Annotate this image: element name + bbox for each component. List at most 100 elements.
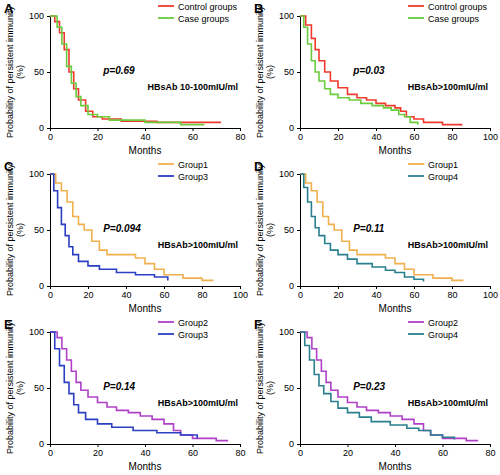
- legend-label: Case groups: [178, 14, 230, 24]
- x-tick: 20: [343, 444, 353, 458]
- x-axis: 0 20 40 60 80: [298, 444, 496, 458]
- panel-title: A: [4, 1, 14, 16]
- y-axis: 0 50 100: [279, 11, 301, 133]
- y-tick: 50: [284, 225, 300, 235]
- legend-swatch: [408, 163, 424, 165]
- survival-line: [300, 16, 418, 125]
- x-axis-title: Months: [129, 303, 162, 314]
- x-tick-label: 60: [188, 448, 198, 458]
- y-tick-label: 0: [289, 123, 294, 133]
- x-tick: 20: [333, 128, 343, 142]
- x-tick-label: 100: [483, 132, 498, 142]
- y-tick: 50: [284, 67, 300, 77]
- y-axis-title: Probability of persistent immunity(%): [255, 5, 275, 138]
- y-tick-label: 100: [279, 11, 294, 21]
- legend-label: Group4: [428, 172, 458, 182]
- x-tick: 100: [233, 286, 248, 300]
- x-tick: 20: [83, 286, 93, 300]
- y-axis-title: Probability of persistent immunity(%): [5, 5, 25, 138]
- x-tick-mark: [452, 128, 453, 131]
- x-tick: 100: [483, 286, 498, 300]
- x-axis-line: [301, 129, 491, 132]
- y-tick-label: 100: [279, 327, 294, 337]
- x-tick: 0: [48, 128, 53, 142]
- y-tick-mark: [47, 128, 50, 129]
- panel-title: D: [254, 159, 263, 174]
- y-axis-line: [297, 333, 301, 445]
- annotation: P=0.094: [103, 223, 141, 234]
- y-tick-label: 50: [34, 67, 44, 77]
- x-tick: 80: [197, 286, 207, 300]
- legend: Group1 Group4: [408, 160, 458, 182]
- x-tick-label: 20: [93, 132, 103, 142]
- y-tick: 0: [289, 439, 300, 449]
- y-axis-title: Probability of persistent immunity(%): [255, 321, 275, 454]
- y-tick-label: 0: [289, 281, 294, 291]
- y-tick-label: 50: [284, 67, 294, 77]
- y-tick-mark: [47, 388, 50, 389]
- y-tick: 100: [279, 169, 300, 179]
- x-tick-label: 0: [298, 448, 303, 458]
- panel: 020406080050100MonthsProbability of pers…: [4, 1, 246, 156]
- x-tick: 80: [485, 444, 495, 458]
- y-axis-title: Probability of persistent immunity(%): [255, 163, 275, 296]
- x-tick-mark: [164, 286, 165, 289]
- y-axis-line: [297, 17, 301, 129]
- legend-swatch: [158, 321, 174, 323]
- x-tick: 20: [93, 444, 103, 458]
- x-tick-mark: [240, 444, 241, 447]
- plot-area: [50, 332, 228, 441]
- x-tick-label: 0: [48, 290, 53, 300]
- x-tick: 20: [93, 128, 103, 142]
- x-tick-label: 0: [298, 290, 303, 300]
- x-axis-line: [51, 129, 241, 132]
- y-tick: 0: [39, 281, 50, 291]
- x-axis: 020406080100: [298, 128, 498, 142]
- y-tick-label: 50: [34, 225, 44, 235]
- legend-swatch: [158, 163, 174, 165]
- y-tick-label: 100: [29, 327, 44, 337]
- survival-line: [50, 332, 228, 441]
- x-tick-label: 40: [371, 132, 381, 142]
- y-tick-mark: [297, 72, 300, 73]
- x-tick-mark: [490, 286, 491, 289]
- y-tick-mark: [297, 16, 300, 17]
- x-tick-mark: [414, 128, 415, 131]
- legend-label: Control groups: [178, 2, 238, 12]
- x-tick: 40: [371, 128, 381, 142]
- x-tick: 0: [48, 444, 53, 458]
- y-tick: 50: [34, 383, 50, 393]
- plot-area: [50, 174, 213, 280]
- x-tick: 60: [438, 444, 448, 458]
- legend-swatch: [408, 5, 424, 7]
- x-tick-label: 80: [485, 448, 495, 458]
- y-axis: 0 50 100: [279, 327, 301, 449]
- x-tick-mark: [88, 286, 89, 289]
- x-tick-mark: [395, 444, 396, 447]
- legend-swatch: [408, 175, 424, 177]
- legend-label: Group1: [428, 160, 458, 170]
- x-tick-label: 0: [48, 132, 53, 142]
- x-tick-mark: [145, 128, 146, 131]
- y-tick: 100: [29, 11, 50, 21]
- annotation: HBsAb>100mIU/ml: [408, 398, 488, 408]
- x-tick-label: 40: [390, 448, 400, 458]
- y-tick-mark: [47, 332, 50, 333]
- x-tick: 80: [235, 128, 245, 142]
- legend: Control groups Case groups: [158, 2, 238, 24]
- y-tick: 0: [39, 439, 50, 449]
- y-axis-line: [47, 17, 51, 129]
- legend: Group2Group4: [408, 318, 458, 340]
- x-tick: 40: [140, 128, 150, 142]
- panel-title: C: [4, 159, 14, 174]
- legend: Group1Group3: [158, 160, 208, 182]
- legend-swatch: [408, 17, 424, 19]
- y-tick-mark: [47, 72, 50, 73]
- legend-swatch: [408, 333, 424, 335]
- x-tick-label: 20: [333, 290, 343, 300]
- x-tick: 60: [159, 286, 169, 300]
- x-axis-title: Months: [379, 303, 412, 314]
- panel: 020406080050100MonthsProbability of pers…: [254, 317, 496, 472]
- x-tick-mark: [240, 286, 241, 289]
- y-tick: 50: [284, 383, 300, 393]
